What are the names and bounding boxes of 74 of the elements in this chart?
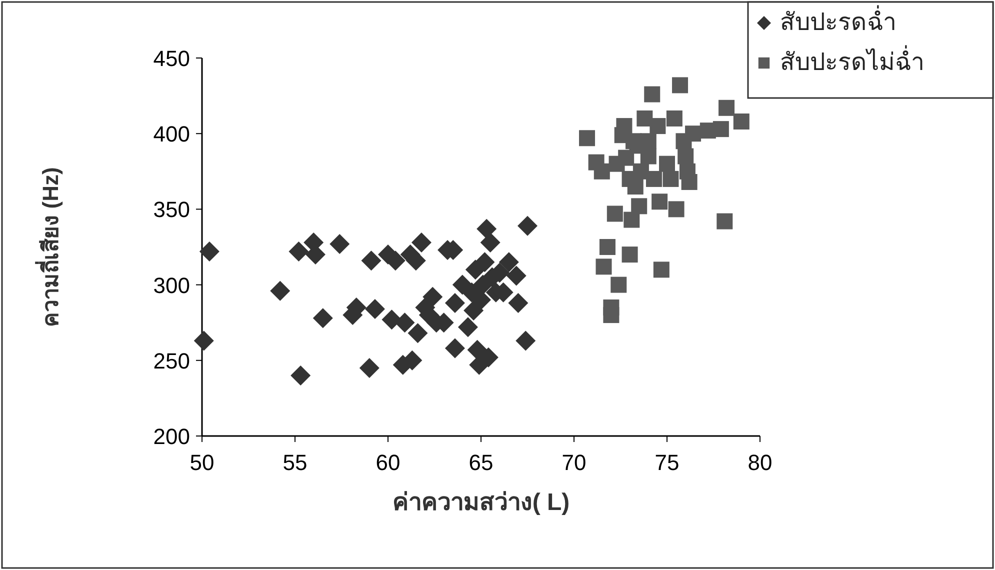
point (610, 276, 627, 293)
point (518, 216, 538, 236)
x-tick-label: 80 (748, 450, 772, 475)
point (288, 242, 309, 262)
point (516, 330, 536, 351)
point (444, 338, 465, 358)
point (652, 194, 668, 210)
x-tick-label: 70 (562, 450, 586, 475)
point (270, 280, 290, 301)
point (458, 317, 478, 338)
point (666, 110, 682, 126)
point (444, 292, 465, 313)
point (644, 86, 660, 102)
legend-label: สับปะรดไม่ฉ่ำ (780, 45, 924, 76)
y-tick-label: 200 (153, 424, 190, 449)
point (712, 121, 729, 138)
point (408, 323, 428, 344)
point (498, 252, 519, 272)
point (361, 250, 382, 271)
point (596, 258, 612, 275)
point (599, 239, 616, 255)
point (659, 156, 675, 172)
point (733, 114, 750, 130)
point (608, 156, 625, 172)
x-tick-label: 65 (468, 450, 494, 475)
y-axis-title: ความถี่เสียง (Hz) (34, 167, 63, 327)
point (330, 234, 350, 254)
point (506, 266, 526, 286)
point (636, 110, 653, 126)
point (422, 286, 443, 307)
point (631, 198, 648, 214)
x-tick-label: 60 (376, 450, 400, 475)
point (640, 148, 656, 164)
y-tick-label: 350 (153, 197, 190, 222)
y-tick-label: 250 (153, 348, 190, 374)
point (364, 298, 385, 319)
point (394, 312, 415, 333)
point (653, 262, 670, 278)
point (579, 130, 596, 146)
point (624, 212, 640, 228)
point (662, 170, 679, 187)
y-tick-label: 400 (153, 122, 190, 147)
point (716, 213, 733, 230)
x-axis-title: ค่าความสว่าง( L) (392, 489, 570, 516)
point (718, 100, 735, 116)
x-tick-label: 75 (654, 450, 680, 475)
legend-label: สับปะรดฉ่ำ (780, 5, 896, 36)
point (616, 118, 632, 134)
point (194, 330, 214, 351)
point (594, 163, 610, 180)
point (650, 118, 666, 134)
point (646, 170, 662, 187)
point (476, 218, 497, 239)
point (606, 206, 623, 222)
x-tick-label: 55 (282, 450, 308, 475)
point (668, 201, 684, 218)
point (312, 308, 333, 328)
y-tick-label: 300 (153, 272, 190, 298)
point (464, 300, 484, 321)
point (382, 310, 402, 330)
point (199, 242, 220, 262)
point (411, 232, 432, 252)
point (622, 246, 638, 263)
point (474, 252, 495, 272)
point (681, 174, 698, 190)
x-tick-label: 50 (190, 450, 214, 475)
point (603, 307, 620, 324)
point (290, 366, 311, 386)
point (627, 178, 644, 195)
point (672, 77, 688, 94)
point (508, 292, 528, 313)
point (480, 232, 500, 252)
point (359, 358, 380, 378)
y-tick-label: 450 (153, 46, 190, 71)
